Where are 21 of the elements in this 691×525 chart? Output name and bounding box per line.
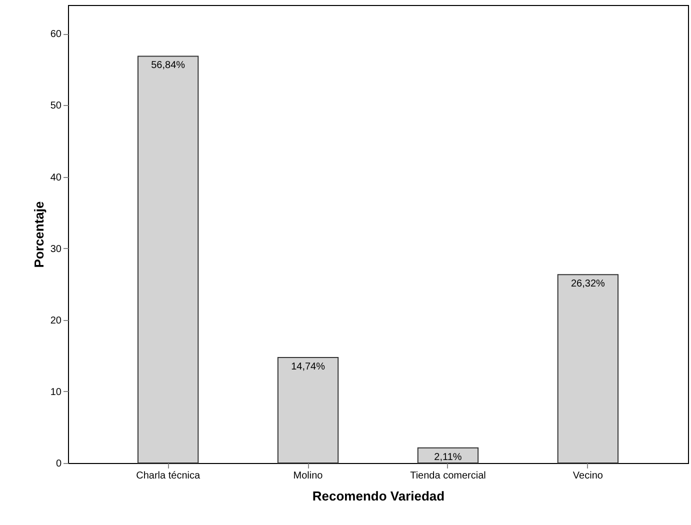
y-tick-label: 40 — [50, 172, 62, 184]
y-tick-label: 10 — [50, 386, 62, 398]
bar — [417, 447, 479, 464]
y-tick-label: 60 — [50, 29, 62, 40]
bar — [137, 56, 199, 464]
bar — [277, 357, 339, 464]
x-tick-label: Charla técnica — [136, 470, 200, 482]
data-label: 14,74% — [291, 362, 326, 373]
x-tick-label: Molino — [293, 470, 324, 482]
y-tick-label: 30 — [50, 244, 62, 255]
x-tick-label: Tienda comercial — [410, 470, 486, 482]
data-label: 2,11% — [434, 452, 462, 463]
data-label: 56,84% — [151, 60, 186, 72]
data-label: 26,32% — [570, 278, 605, 290]
bar — [557, 274, 619, 464]
x-tick-label: Vecino — [572, 470, 604, 482]
y-tick-label: 0 — [56, 458, 62, 470]
x-axis-title: Recomendo Variedad — [312, 488, 445, 504]
y-axis-title: Porcentaje — [31, 201, 46, 268]
y-tick-label: 20 — [50, 315, 62, 326]
y-tick-label: 50 — [50, 100, 62, 112]
